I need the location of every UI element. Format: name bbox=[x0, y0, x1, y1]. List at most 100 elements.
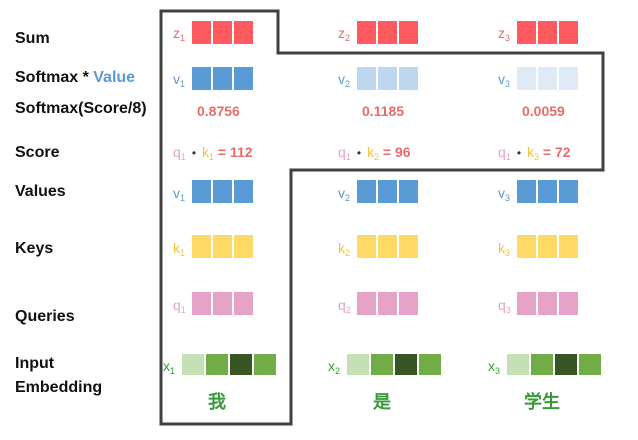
score-q-3: q1 bbox=[498, 144, 511, 162]
score-q-1: q1 bbox=[173, 144, 186, 162]
row-label-queries: Queries bbox=[15, 308, 75, 325]
query-q3-label-sub: 3 bbox=[505, 305, 511, 315]
weighted-v2-vector-cell bbox=[398, 66, 419, 91]
embedding-x3-vector-cell bbox=[578, 353, 602, 376]
value-v3-vector-cell bbox=[537, 179, 558, 204]
key-k3-vector bbox=[516, 234, 579, 259]
softmax-value-3: 0.0059 bbox=[522, 103, 565, 119]
score-dot-1: • bbox=[191, 146, 197, 160]
value-v1-label-base: v bbox=[173, 185, 180, 201]
score-k-1: k1 bbox=[202, 144, 214, 162]
weighted-v2-label: v2 bbox=[338, 71, 350, 92]
query-q2-label-sub: 2 bbox=[345, 305, 351, 315]
weighted-v1-vector-cell bbox=[233, 66, 254, 91]
weighted-v3-label-base: v bbox=[498, 71, 505, 87]
weighted-v3-vector-cell bbox=[558, 66, 579, 91]
z1-vector bbox=[191, 20, 254, 45]
row-label-values: Values bbox=[15, 183, 66, 200]
value-v3-vector-cell bbox=[558, 179, 579, 204]
z2-vector-cell bbox=[377, 20, 398, 45]
query-q3-vector bbox=[516, 291, 579, 316]
embedding-x3-vector bbox=[506, 353, 602, 376]
score-k-base-3: k bbox=[527, 144, 535, 160]
score-k-sub-2: 2 bbox=[374, 152, 380, 162]
value-v1-vector-cell bbox=[212, 179, 233, 204]
z3-vector-cell bbox=[537, 20, 558, 45]
key-k2-label-sub: 2 bbox=[345, 248, 351, 258]
query-q3-label: q3 bbox=[498, 297, 511, 318]
value-v2-label-base: v bbox=[338, 185, 345, 201]
query-q2-label-base: q bbox=[338, 297, 346, 313]
z2-label: z2 bbox=[338, 25, 350, 46]
query-q1-label: q1 bbox=[173, 297, 186, 318]
row-label-sum: Sum bbox=[15, 30, 50, 47]
row-label-input: Input bbox=[15, 355, 55, 372]
score-q-sub-2: 1 bbox=[345, 152, 351, 162]
value-v1-label: v1 bbox=[173, 185, 185, 206]
embedding-x1-label-base: x bbox=[163, 358, 170, 374]
key-k2-label: k2 bbox=[338, 240, 350, 261]
softmax-value-highlight: Value bbox=[93, 69, 136, 86]
key-k3-label: k3 bbox=[498, 240, 510, 261]
embedding-x3-label: x3 bbox=[488, 358, 500, 379]
value-v2-vector-cell bbox=[356, 179, 377, 204]
query-q2-vector-cell bbox=[377, 291, 398, 316]
weighted-v2-label-base: v bbox=[338, 71, 345, 87]
score-q-base-3: q bbox=[498, 144, 506, 160]
embedding-x3-label-sub: 3 bbox=[495, 366, 501, 376]
key-k1-label-base: k bbox=[173, 240, 180, 256]
weighted-v3-label: v3 bbox=[498, 71, 510, 92]
key-k2-vector bbox=[356, 234, 419, 259]
token-word-3: 学生 bbox=[524, 392, 560, 413]
embedding-x1-vector-cell bbox=[205, 353, 229, 376]
key-k3-label-sub: 3 bbox=[505, 248, 511, 258]
score-q-sub-3: 1 bbox=[505, 152, 511, 162]
key-k1-vector-cell bbox=[233, 234, 254, 259]
query-q1-vector-cell bbox=[212, 291, 233, 316]
z3-label: z3 bbox=[498, 25, 510, 46]
value-v3-vector-cell bbox=[516, 179, 537, 204]
embedding-x3-vector-cell bbox=[554, 353, 578, 376]
query-q2-vector-cell bbox=[398, 291, 419, 316]
token-word-2: 是 bbox=[373, 392, 391, 413]
query-q2-vector-cell bbox=[356, 291, 377, 316]
z3-vector-cell bbox=[558, 20, 579, 45]
key-k2-label-base: k bbox=[338, 240, 345, 256]
key-k1-label-sub: 1 bbox=[180, 248, 186, 258]
embedding-x1-vector-cell bbox=[229, 353, 253, 376]
value-v1-vector bbox=[191, 179, 254, 204]
z3-label-sub: 3 bbox=[505, 33, 511, 43]
z1-vector-cell bbox=[212, 20, 233, 45]
value-v2-vector-cell bbox=[377, 179, 398, 204]
score-k-base-2: k bbox=[367, 144, 375, 160]
z1-label: z1 bbox=[173, 25, 185, 46]
score-expression-1: q1 • k1 = 112 bbox=[173, 144, 253, 165]
z3-vector-cell bbox=[516, 20, 537, 45]
score-q-base-2: q bbox=[338, 144, 346, 160]
key-k3-vector-cell bbox=[558, 234, 579, 259]
query-q3-vector-cell bbox=[558, 291, 579, 316]
embedding-x2-vector-cell bbox=[418, 353, 442, 376]
value-v1-label-sub: 1 bbox=[180, 193, 186, 203]
weighted-v2-vector-cell bbox=[377, 66, 398, 91]
score-k-sub-3: 3 bbox=[534, 152, 540, 162]
key-k1-vector bbox=[191, 234, 254, 259]
embedding-x2-label-base: x bbox=[328, 358, 335, 374]
query-q1-vector-cell bbox=[233, 291, 254, 316]
embedding-x2-vector-cell bbox=[346, 353, 370, 376]
score-q-sub-1: 1 bbox=[180, 152, 186, 162]
value-v1-vector-cell bbox=[191, 179, 212, 204]
z2-label-base: z bbox=[338, 25, 345, 41]
embedding-x2-label-sub: 2 bbox=[335, 366, 341, 376]
score-dot-2: • bbox=[356, 146, 362, 160]
z2-vector bbox=[356, 20, 419, 45]
z1-vector-cell bbox=[191, 20, 212, 45]
weighted-v3-vector-cell bbox=[537, 66, 558, 91]
weighted-v3-label-sub: 3 bbox=[505, 79, 511, 89]
z3-vector bbox=[516, 20, 579, 45]
score-dot-3: • bbox=[516, 146, 522, 160]
weighted-v2-vector-cell bbox=[356, 66, 377, 91]
score-result-1: = 112 bbox=[214, 144, 253, 160]
weighted-v1-vector-cell bbox=[212, 66, 233, 91]
key-k3-vector-cell bbox=[516, 234, 537, 259]
